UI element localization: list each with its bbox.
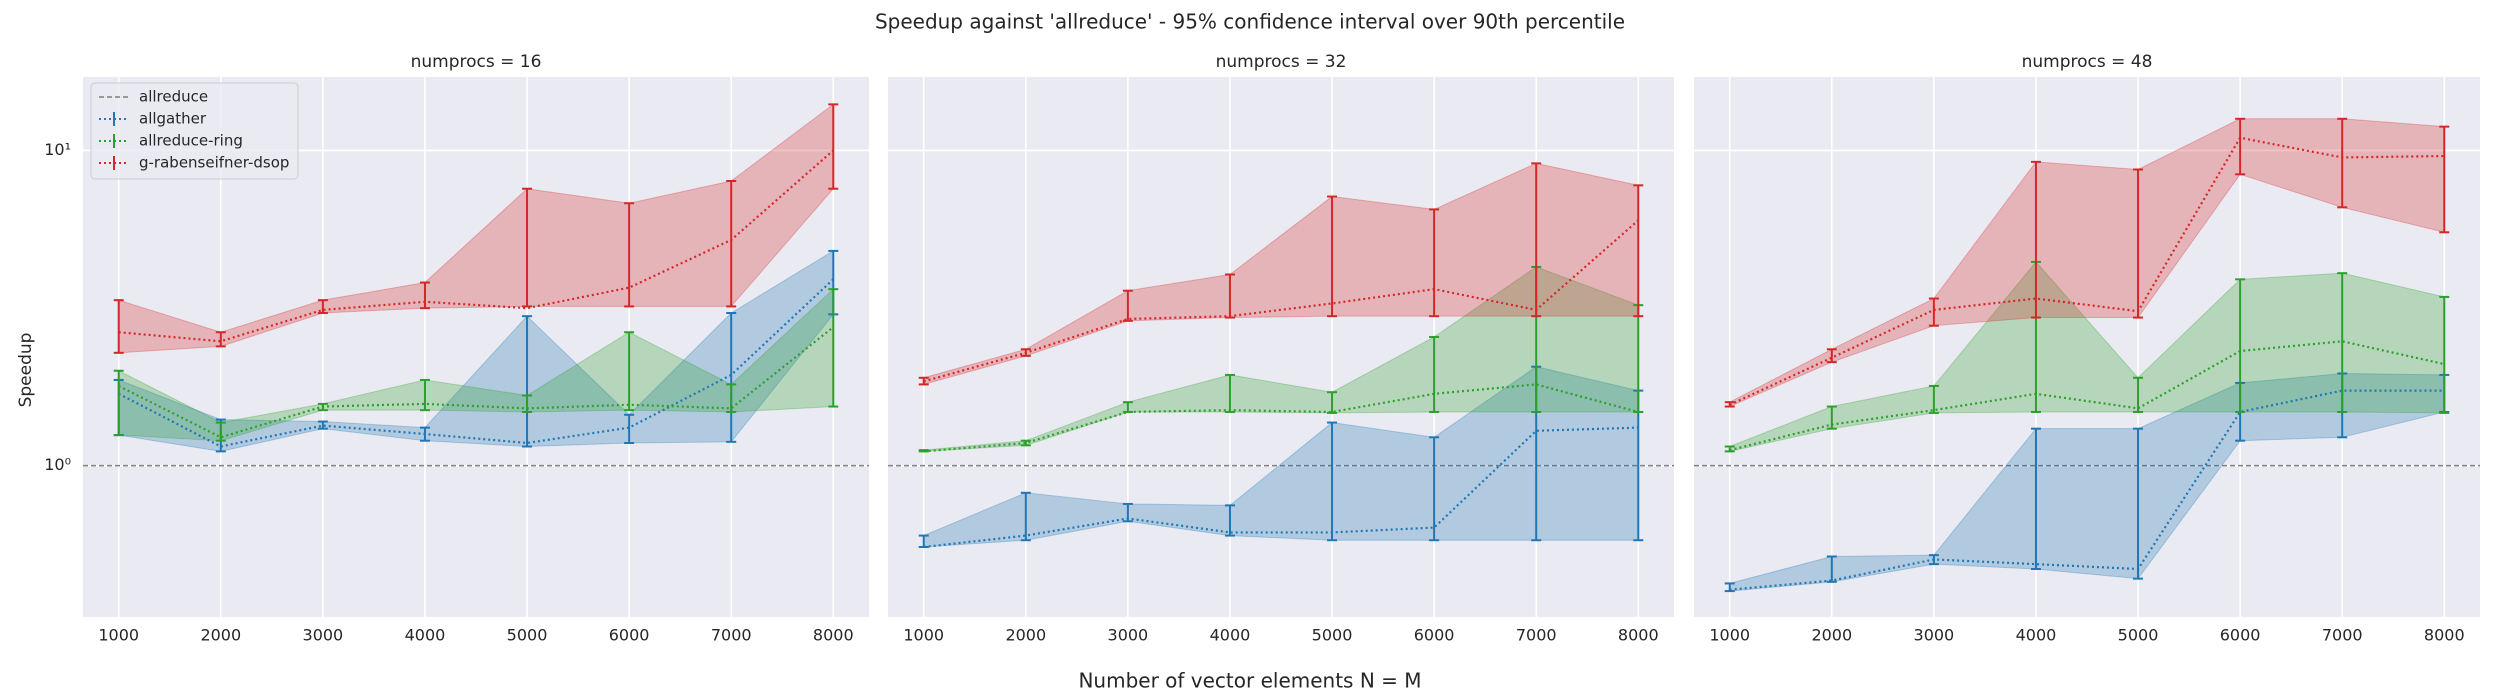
x-tick-label: 5000 [2118,626,2159,645]
x-tick-label: 3000 [1108,626,1149,645]
legend-box [90,82,299,180]
median-line [1729,136,2445,406]
median-line [118,149,834,343]
x-tick-label: 1000 [98,626,139,645]
x-tick-label: 3000 [303,626,344,645]
plot-area [888,77,1674,617]
x-axis-label: Number of vector elements N = M [1078,669,1421,693]
plot-area [1694,77,2480,617]
x-tick-label: 1000 [1709,626,1750,645]
median-line [1729,389,2445,591]
x-tick-label: 2000 [1005,626,1046,645]
legend-label: allreduce [139,88,208,106]
x-tick-label: 8000 [813,626,854,645]
y-tick-label: 10⁰ [44,455,71,474]
x-tick-label: 7000 [711,626,752,645]
x-tick-label: 7000 [2322,626,2363,645]
y-axis-label: Speedup [16,333,36,408]
figure-title: Speedup against 'allreduce' - 95% confid… [875,10,1625,34]
median-line [923,383,1639,453]
x-tick-label: 4000 [405,626,446,645]
x-tick-label: 2000 [1811,626,1852,645]
x-tick-label: 2000 [200,626,241,645]
y-tick-label: 10¹ [44,140,71,159]
legend-label: allgather [139,110,207,128]
panel-title: numprocs = 32 [1216,52,1347,72]
x-tick-label: 6000 [1414,626,1455,645]
legend-label: allreduce-ring [139,132,243,150]
x-tick-label: 5000 [507,626,548,645]
panel-title: numprocs = 48 [2022,52,2153,72]
legend-label: g-rabenseifner-dsop [139,154,289,172]
x-tick-label: 4000 [1210,626,1251,645]
x-tick-label: 4000 [2016,626,2057,645]
x-tick-label: 6000 [2220,626,2261,645]
median-line [923,426,1639,549]
panel-title: numprocs = 16 [411,52,542,72]
x-tick-label: 6000 [609,626,650,645]
x-tick-label: 8000 [1618,626,1659,645]
x-tick-label: 7000 [1516,626,1557,645]
x-tick-label: 1000 [903,626,944,645]
x-tick-label: 8000 [2424,626,2465,645]
x-tick-label: 3000 [1914,626,1955,645]
x-tick-label: 5000 [1312,626,1353,645]
